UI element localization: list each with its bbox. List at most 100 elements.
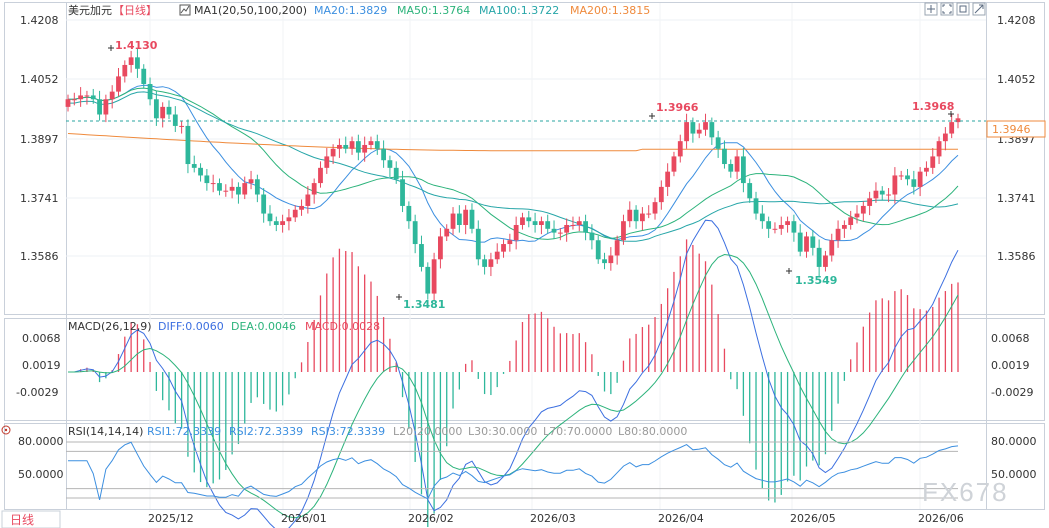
candle xyxy=(898,170,904,181)
candle xyxy=(829,233,835,262)
ma20-line xyxy=(68,84,959,243)
candle xyxy=(362,136,368,162)
candle xyxy=(949,113,955,139)
candle xyxy=(513,216,519,250)
candle-body xyxy=(873,190,879,199)
svg-text:1.3946: 1.3946 xyxy=(992,123,1031,136)
target-icon[interactable] xyxy=(1,425,11,435)
price-annotations: 1.4130 1.3481 1.3966 1.3549 1.3968 xyxy=(108,39,954,311)
candle-body xyxy=(419,244,424,267)
candle-body xyxy=(242,183,248,195)
x-label-0: 2025/12 xyxy=(148,512,194,525)
candle xyxy=(684,113,689,149)
candle-body xyxy=(330,148,336,157)
rsi-line xyxy=(68,441,959,501)
candle-body xyxy=(217,183,222,191)
candle xyxy=(652,197,658,220)
ma100-value: MA100:1.3722 xyxy=(479,4,559,17)
candle-body xyxy=(507,240,513,245)
y-tick-left-0: 1.4208 xyxy=(20,14,59,27)
candle-body xyxy=(286,217,292,222)
candle xyxy=(677,134,683,163)
candle xyxy=(450,207,456,235)
candle-body xyxy=(532,221,538,225)
x-label-6: 2026/06 xyxy=(918,512,964,525)
candle-body xyxy=(318,167,323,184)
candle-body xyxy=(229,186,235,191)
candle xyxy=(734,149,740,180)
candle-body xyxy=(804,236,809,252)
y-tick-left-1: 1.4052 xyxy=(20,73,59,86)
candle xyxy=(633,205,639,229)
candle-body xyxy=(690,122,696,134)
candle xyxy=(204,168,210,191)
fit-screen-icon[interactable] xyxy=(940,2,954,16)
macd-dea: DEA:0.0046 xyxy=(231,320,296,333)
candle-body xyxy=(703,122,708,130)
candle-body xyxy=(778,224,784,229)
y-tick-right-3: 1.3741 xyxy=(997,192,1036,205)
candle-body xyxy=(949,122,955,134)
candle xyxy=(198,163,203,182)
candle xyxy=(936,136,942,165)
indicator-toggle-icon[interactable] xyxy=(179,4,191,16)
candle xyxy=(387,155,393,177)
candle xyxy=(823,250,828,272)
period-button[interactable]: 日线 xyxy=(1,510,61,528)
candle-body xyxy=(936,141,942,157)
candle xyxy=(892,167,898,204)
candle-body xyxy=(261,194,267,214)
candle-body xyxy=(65,99,71,107)
candle xyxy=(557,228,563,241)
candle-body xyxy=(90,95,96,100)
candle-body xyxy=(84,95,90,97)
candle-body xyxy=(608,255,614,264)
candle-body xyxy=(103,99,109,115)
candle xyxy=(804,231,809,258)
candle xyxy=(539,216,544,235)
rsi1-value: RSI1:72.3339 xyxy=(147,425,221,438)
l80-label: L80:80.0000 xyxy=(618,425,687,438)
candle xyxy=(305,186,311,214)
crosshair-icon[interactable] xyxy=(924,2,938,16)
candle xyxy=(930,148,936,174)
candle-body xyxy=(722,148,727,165)
candle-body xyxy=(753,198,759,214)
candle xyxy=(456,205,462,233)
candle xyxy=(318,161,323,188)
candle xyxy=(639,207,645,231)
macd-legend: MACD(26,12,9) DIFF:0.0060 DEA:0.0046 MAC… xyxy=(16,320,1033,399)
candle-body xyxy=(942,133,948,142)
candle xyxy=(122,60,128,83)
y-tick-right-0: 1.4208 xyxy=(997,14,1036,27)
candle xyxy=(236,182,241,204)
candle xyxy=(78,87,84,107)
candle-body xyxy=(311,183,317,195)
ma100-line xyxy=(68,91,959,242)
l70-label: L70:70.0000 xyxy=(543,425,612,438)
candle xyxy=(854,205,860,224)
candle xyxy=(627,201,633,228)
candle xyxy=(747,178,753,203)
candle xyxy=(337,138,342,158)
symbol-title: 美元加元 xyxy=(68,4,112,17)
candle-body xyxy=(709,122,715,138)
candle xyxy=(65,94,71,112)
candle xyxy=(349,136,355,155)
candle-body xyxy=(879,190,885,195)
chart-toolbar xyxy=(924,2,986,16)
rsi-legend: RSI(14,14,14) RSI1:72.3339 RSI2:72.3339 … xyxy=(1,425,1037,481)
candle xyxy=(816,239,822,277)
candle xyxy=(740,148,746,193)
candle xyxy=(141,64,147,89)
zoom-icon[interactable] xyxy=(956,2,970,16)
candle xyxy=(766,216,772,238)
candle-body xyxy=(621,221,626,241)
macd-tick-right-0: 0.0068 xyxy=(991,332,1030,345)
candle xyxy=(494,243,500,264)
candle-body xyxy=(412,221,418,245)
candle-body xyxy=(267,213,273,222)
fullscreen-icon[interactable] xyxy=(972,2,986,16)
candle-body xyxy=(684,122,689,142)
rsi2-value: RSI2:72.3339 xyxy=(229,425,303,438)
